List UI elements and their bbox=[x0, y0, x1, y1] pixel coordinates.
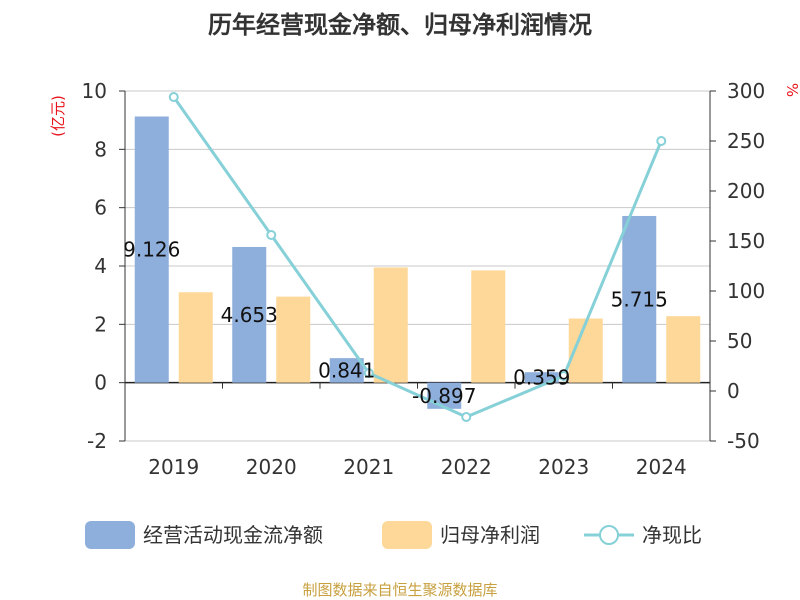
axes: -2 0 2 4 6 8 10 -50 0 50 100 150 200 250 300 2019 2020 20… bbox=[82, 79, 766, 479]
x-tick-label: 2022 bbox=[441, 455, 492, 479]
legend-marker bbox=[599, 525, 619, 545]
cashflow-bar bbox=[524, 372, 559, 383]
right-tick-label: 0 bbox=[727, 379, 740, 403]
cashflow-data-label: 0.359 bbox=[513, 365, 570, 389]
source-note: 制图数据来自恒生聚源数据库 bbox=[302, 581, 497, 599]
cashflow-bar bbox=[232, 246, 267, 383]
bars bbox=[134, 116, 701, 409]
cashflow-bar bbox=[427, 382, 462, 409]
x-tick-label: 2019 bbox=[148, 455, 199, 479]
left-axis-unit: (亿元) bbox=[49, 95, 67, 137]
net-cash-ratio-line bbox=[172, 96, 663, 419]
left-tick-label: 6 bbox=[94, 196, 107, 220]
net-profit-bar bbox=[666, 316, 701, 383]
right-tick-label: 150 bbox=[727, 229, 765, 253]
cashflow-data-label: 4.653 bbox=[221, 303, 278, 327]
x-tick-label: 2020 bbox=[246, 455, 297, 479]
right-axis-unit: % bbox=[783, 83, 800, 97]
cashflow-bar bbox=[622, 215, 657, 383]
net-profit-bar bbox=[373, 267, 408, 383]
legend-label: 归母净利润 bbox=[440, 523, 540, 547]
net-profit-bar bbox=[178, 292, 213, 383]
cashflow-data-label: -0.897 bbox=[412, 384, 476, 408]
legend: 经营活动现金流净额 归母净利润 净现比 bbox=[85, 521, 702, 549]
x-tick-label: 2021 bbox=[343, 455, 394, 479]
right-tick-label: 300 bbox=[727, 79, 765, 103]
x-tick-label: 2024 bbox=[636, 455, 687, 479]
cashflow-bar bbox=[329, 358, 364, 383]
net-profit-bar bbox=[471, 270, 506, 383]
left-tick-label: 0 bbox=[94, 371, 107, 395]
chart-title: 历年经营现金净额、归母净利润情况 bbox=[208, 11, 592, 39]
net-cash-ratio-point bbox=[558, 371, 569, 381]
net-cash-ratio-point bbox=[266, 230, 277, 240]
left-tick-label: 10 bbox=[82, 79, 107, 103]
left-tick-label: 8 bbox=[94, 137, 107, 161]
net-cash-ratio-point bbox=[363, 368, 374, 378]
legend-label: 经营活动现金流净额 bbox=[143, 523, 323, 547]
cashflow-data-label: 0.841 bbox=[318, 358, 375, 382]
left-tick-label: 4 bbox=[94, 254, 107, 278]
x-tick-label: 2023 bbox=[538, 455, 589, 479]
cashflow-bar bbox=[134, 116, 169, 383]
line-series bbox=[168, 92, 667, 422]
net-cash-ratio-point bbox=[168, 92, 179, 102]
left-tick-label: 2 bbox=[94, 312, 107, 336]
legend-swatch bbox=[85, 521, 135, 549]
data-labels: 9.126 4.653 0.841 -0.897 0.359 5.715 bbox=[123, 238, 668, 408]
cashflow-data-label: 5.715 bbox=[611, 287, 668, 311]
right-tick-label: 250 bbox=[727, 129, 765, 153]
net-profit-bar bbox=[276, 296, 311, 383]
left-tick-label: -2 bbox=[87, 429, 107, 453]
net-cash-ratio-point bbox=[461, 412, 472, 422]
right-tick-label: -50 bbox=[727, 429, 760, 453]
right-tick-label: 100 bbox=[727, 279, 765, 303]
net-cash-ratio-point bbox=[656, 136, 667, 146]
right-tick-label: 50 bbox=[727, 329, 752, 353]
right-tick-label: 200 bbox=[727, 179, 765, 203]
legend-swatch bbox=[382, 521, 432, 549]
legend-label: 净现比 bbox=[642, 523, 702, 547]
cashflow-data-label: 9.126 bbox=[123, 238, 180, 262]
